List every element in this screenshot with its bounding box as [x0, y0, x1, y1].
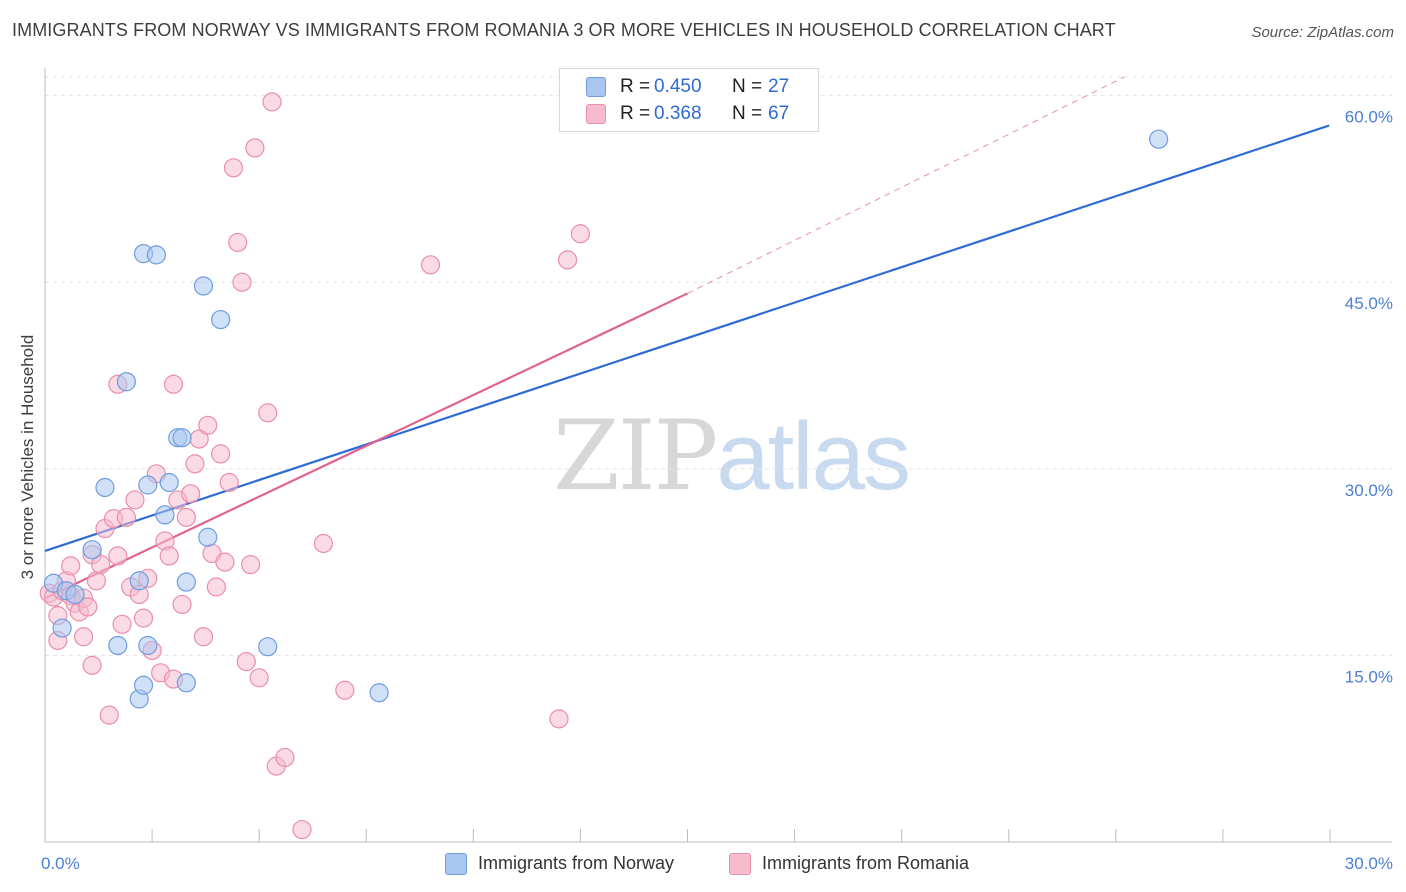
norway-point	[138, 475, 158, 495]
romania-point	[125, 490, 145, 510]
y-tick-label: 30.0%	[1345, 481, 1393, 500]
romania-point	[335, 680, 355, 700]
norway-point	[369, 683, 389, 703]
romania-point	[206, 577, 226, 597]
r-value: 0.450	[654, 76, 702, 97]
norway-point	[95, 477, 115, 498]
norway-trend-line	[44, 124, 1330, 552]
norway-point	[138, 635, 158, 656]
romania-point	[211, 444, 231, 464]
romania-point	[172, 594, 192, 615]
norway-point	[52, 618, 72, 638]
romania-point	[228, 232, 248, 253]
romania-trend-line	[44, 292, 688, 600]
romania-point	[570, 224, 591, 244]
romania-point	[313, 533, 334, 554]
romania-point	[258, 403, 278, 423]
romania-point	[181, 484, 201, 504]
romania-point	[215, 552, 235, 572]
romania-point	[108, 546, 128, 566]
watermark-zip: ZIP	[553, 400, 718, 512]
romania-point	[193, 627, 214, 647]
romania-point	[557, 250, 578, 270]
axis-layer	[44, 68, 1392, 843]
norway-point	[146, 245, 166, 265]
norway-point	[193, 276, 214, 296]
romania-point	[292, 819, 312, 840]
romania-point	[159, 546, 179, 566]
romania-point	[133, 608, 154, 628]
romania-point	[275, 747, 295, 768]
romania-point	[198, 415, 218, 435]
norway-point	[211, 309, 231, 330]
norway-point	[108, 635, 128, 656]
romania-point	[245, 138, 265, 158]
r-label: R =	[620, 103, 651, 124]
romania-point	[163, 374, 184, 394]
legend-row-romania: R = 0.368 N = 67	[560, 101, 818, 127]
y-tick-label: 60.0%	[1345, 108, 1393, 127]
norway-legend-label: Immigrants from Norway	[478, 853, 675, 873]
points-layer	[39, 92, 1169, 840]
watermark-atlas: atlas	[716, 403, 911, 510]
romania-point	[549, 709, 569, 729]
romania-point	[241, 555, 261, 575]
norway-point	[82, 540, 102, 560]
romania-point	[176, 507, 196, 527]
norway-point	[65, 584, 85, 605]
y-tick-label: 45.0%	[1345, 294, 1393, 313]
legend-row-norway: R = 0.450 N = 27	[560, 74, 818, 100]
romania-point	[99, 705, 119, 725]
norway-point	[133, 675, 154, 695]
norway-point	[258, 637, 278, 657]
tick-label-layer: 15.0% 30.0% 45.0% 60.0% 0.0% 30.0%	[41, 108, 1393, 873]
source-label: Source: ZipAtlas.com	[1251, 24, 1394, 41]
correlation-legend: R = 0.450 N = 27 R = 0.368 N = 67	[559, 68, 819, 132]
norway-point	[155, 505, 175, 525]
romania-point	[236, 652, 256, 672]
romania-point	[116, 507, 136, 527]
norway-point	[176, 572, 196, 592]
romania-legend-label: Immigrants from Romania	[762, 853, 970, 873]
romania-point	[82, 655, 102, 675]
norway-point	[116, 372, 136, 392]
romania-point	[78, 597, 98, 617]
x-tick-label-min: 0.0%	[41, 854, 80, 873]
chart-title: IMMIGRANTS FROM NORWAY VS IMMIGRANTS FRO…	[12, 20, 1116, 40]
romania-point	[262, 92, 282, 112]
romania-point	[73, 627, 94, 647]
norway-point	[159, 472, 179, 493]
romania-point	[232, 272, 252, 292]
romania-point	[91, 555, 111, 575]
trend-layer	[44, 76, 1330, 600]
romania-legend-swatch	[729, 853, 751, 875]
n-value: 27	[768, 76, 790, 97]
norway-point	[129, 571, 149, 591]
romania-point	[249, 668, 269, 688]
norway-swatch	[586, 77, 606, 97]
romania-swatch	[586, 104, 606, 124]
n-value: 67	[768, 103, 790, 124]
romania-point	[61, 556, 81, 576]
norway-point	[172, 428, 192, 448]
romania-point	[223, 158, 244, 178]
romania-point	[86, 571, 107, 591]
x-tick-label-max: 30.0%	[1345, 854, 1393, 873]
norway-point	[176, 673, 196, 693]
norway-point	[1149, 129, 1169, 149]
romania-point	[112, 614, 132, 634]
y-tick-label: 15.0%	[1345, 667, 1393, 686]
n-label: N =	[732, 76, 763, 97]
romania-point	[219, 472, 239, 493]
r-label: R =	[620, 76, 651, 97]
romania-point	[420, 255, 441, 275]
norway-point	[198, 527, 218, 547]
r-value: 0.368	[654, 103, 702, 124]
romania-point	[185, 454, 205, 474]
n-label: N =	[732, 103, 763, 124]
romania-trend-extension	[687, 76, 1125, 294]
watermark: ZIPatlas	[553, 400, 911, 512]
norway-legend-swatch	[445, 853, 467, 875]
